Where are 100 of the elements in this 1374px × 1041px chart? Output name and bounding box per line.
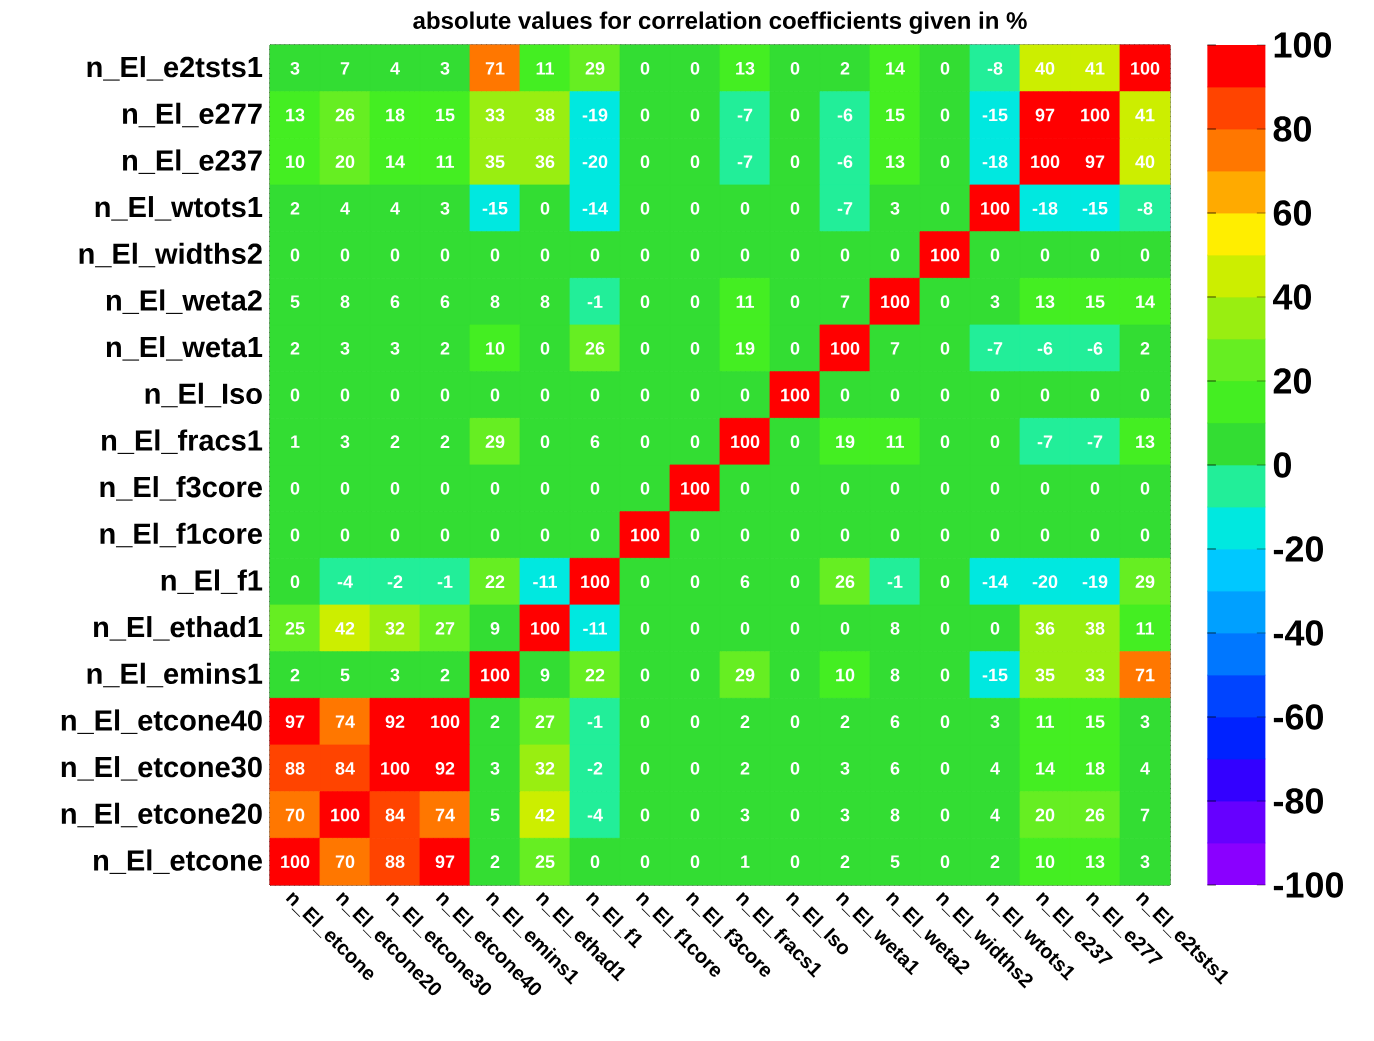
data-label: 22	[485, 575, 505, 588]
data-label: -15	[482, 202, 508, 215]
data-label: 0	[1140, 528, 1150, 542]
data-label: 97	[1035, 108, 1055, 122]
data-label: 0	[690, 295, 700, 309]
data-label: 3	[490, 761, 500, 775]
data-label: 14	[386, 155, 405, 168]
color-bar-label: 0	[1273, 452, 1291, 478]
data-label: 0	[640, 715, 650, 729]
data-label: 0	[940, 435, 950, 449]
color-bar-label: -100	[1273, 872, 1344, 898]
data-label: 0	[490, 248, 500, 262]
data-label: 0	[290, 388, 300, 402]
data-label: 0	[1090, 528, 1100, 542]
data-label: 0	[640, 435, 650, 449]
data-label: 4	[390, 202, 400, 215]
data-label: 84	[335, 761, 355, 775]
data-label: 0	[690, 108, 700, 122]
data-label: 84	[385, 808, 405, 822]
y-tick-label: n_El_e2tsts1	[87, 56, 263, 81]
data-label: 7	[1140, 808, 1150, 822]
data-label: -7	[737, 155, 753, 168]
data-label: -11	[533, 575, 558, 588]
data-label: 100	[1081, 108, 1110, 122]
data-label: 0	[1140, 388, 1150, 402]
data-label: 88	[285, 761, 305, 775]
data-label: 0	[540, 248, 550, 262]
data-label: 74	[335, 715, 355, 728]
data-label: 88	[385, 855, 405, 869]
y-tick-label: n_El_weta2	[106, 289, 262, 314]
data-label: 5	[490, 808, 500, 822]
data-label: 0	[640, 155, 650, 169]
data-label: 100	[631, 528, 660, 542]
data-label: 0	[940, 761, 950, 775]
y-tick-label: n_El_f3core	[100, 476, 262, 501]
data-label: 0	[940, 388, 950, 402]
data-label: 8	[540, 295, 550, 309]
data-label: 0	[940, 155, 950, 169]
data-label: 0	[690, 155, 700, 169]
data-label: 70	[285, 808, 305, 822]
data-label: -7	[987, 342, 1003, 355]
data-label: 2	[290, 668, 300, 682]
data-label: 0	[540, 341, 550, 355]
data-label: 26	[585, 341, 605, 355]
data-label: 29	[485, 435, 505, 449]
data-label: 1	[741, 855, 750, 868]
data-label: 0	[1090, 248, 1100, 262]
data-label: 0	[640, 668, 650, 682]
data-label: 42	[535, 808, 555, 822]
data-label: 0	[790, 528, 800, 542]
data-label: 0	[790, 435, 800, 449]
data-label: 0	[540, 481, 550, 495]
data-label: 2	[840, 62, 850, 75]
data-label: 0	[990, 528, 1000, 542]
data-label: 13	[886, 155, 905, 169]
data-label: 100	[1031, 155, 1060, 169]
y-tick-label: n_El_widths2	[79, 242, 262, 268]
data-label: 38	[1085, 621, 1105, 635]
data-label: 0	[940, 808, 950, 822]
data-label: 6	[890, 715, 900, 729]
data-label: 97	[285, 715, 305, 729]
data-label: 3	[840, 808, 850, 822]
data-label: 100	[881, 295, 910, 309]
data-label: 19	[836, 435, 855, 449]
data-label: 29	[585, 61, 605, 75]
data-label: -18	[1032, 201, 1058, 215]
data-label: 8	[890, 668, 900, 682]
data-label: 0	[640, 295, 650, 309]
data-label: -15	[1082, 202, 1108, 215]
data-label: 13	[736, 61, 755, 75]
data-label: 0	[690, 388, 700, 402]
data-label: 7	[890, 342, 900, 355]
data-label: 0	[890, 528, 900, 542]
data-label: 29	[1135, 575, 1155, 589]
data-label: 0	[790, 341, 800, 355]
color-bar-label: -60	[1273, 704, 1323, 730]
data-label: 0	[540, 435, 550, 449]
data-label: 35	[1035, 668, 1055, 682]
y-tick-label: n_El_fracs1	[102, 429, 263, 454]
data-label: 0	[940, 575, 950, 589]
data-label: 0	[640, 808, 650, 822]
data-label: 0	[790, 155, 800, 169]
data-label: 100	[581, 575, 610, 589]
data-label: 0	[690, 575, 700, 589]
y-tick-label: n_El_etcone	[94, 849, 262, 874]
data-label: 0	[640, 855, 650, 869]
data-label: 40	[1135, 155, 1155, 169]
data-label: 0	[840, 481, 850, 495]
data-label: 13	[1036, 295, 1055, 309]
data-label: 6	[390, 295, 400, 309]
data-label: 0	[890, 248, 900, 262]
data-label: 97	[435, 855, 455, 869]
data-label: 2	[840, 715, 850, 728]
data-label: 6	[440, 295, 450, 309]
data-label: 0	[690, 761, 700, 775]
data-label: 0	[990, 481, 1000, 495]
data-label: 3	[740, 808, 750, 822]
data-label: 0	[790, 61, 800, 75]
data-label: 4	[1140, 762, 1150, 775]
data-label: -6	[1087, 341, 1103, 355]
